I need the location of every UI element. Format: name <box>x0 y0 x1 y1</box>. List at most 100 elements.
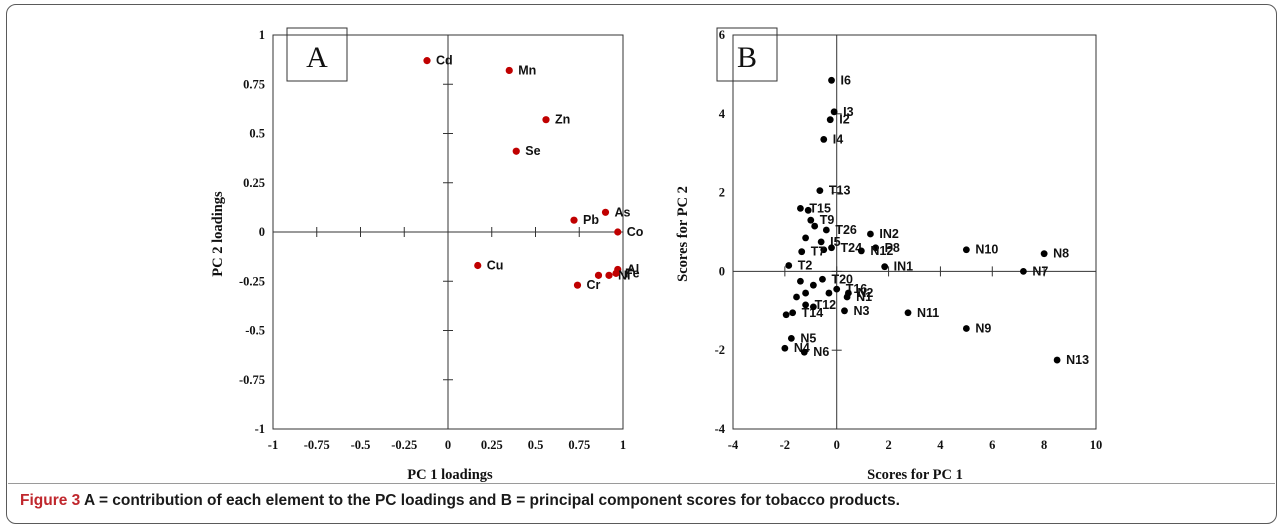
panel-a-y-tick-label: -0.25 <box>239 274 265 288</box>
panel-b-point-label: T2 <box>798 258 813 272</box>
panel-b-x-axis-title: Scores for PC 1 <box>867 467 963 483</box>
panel-b-y-tick-label: 4 <box>719 107 726 121</box>
panel-b-data-point <box>793 294 800 301</box>
panel-b-x-tick-label: 6 <box>989 438 995 452</box>
panel-a-x-tick-label: 0.25 <box>481 438 503 452</box>
panel-b-point-label: N13 <box>1066 353 1089 367</box>
panel-a-data-point <box>474 262 481 269</box>
panel-b-data-point <box>802 235 809 242</box>
panel-b-data-point <box>811 223 818 230</box>
panel-b-y-tick-label: 2 <box>719 186 725 200</box>
panel-b-data-point <box>833 286 840 293</box>
panel-b-point-label: N3 <box>853 304 869 318</box>
panel-b-point-label: N7 <box>1032 264 1048 278</box>
panel-b-data-point <box>828 77 835 84</box>
panel-b-data-point <box>801 349 808 356</box>
panel-b-point-label: I4 <box>833 132 843 146</box>
panel-a-letter: A <box>306 41 328 74</box>
panel-b-background <box>685 30 1268 485</box>
panel-b-point-label: T9 <box>820 213 835 227</box>
figure-charts: A -1 -0.75 -0.5 -0.25 0 0.25 0.5 0.75 1 -1 -0.75 -0… <box>7 5 1276 485</box>
panel-b-point-label: N1 <box>856 290 872 304</box>
panel-b-x-tick-label: 8 <box>1041 438 1047 452</box>
panel-a-point-label: Co <box>627 225 644 239</box>
panel-a-background <box>15 30 674 485</box>
panel-b-point-label: N6 <box>813 345 829 359</box>
panel-a-point-label: Fe <box>625 266 640 280</box>
figure-caption-text: A = contribution of each element to the … <box>80 492 900 509</box>
panel-b-data-point <box>963 246 970 253</box>
panel-b-data-point <box>823 227 830 234</box>
panel-b-point-label: N12 <box>870 244 893 258</box>
panel-a-point-label: Se <box>525 144 540 158</box>
panel-a-data-point <box>513 148 520 155</box>
panel-a-y-tick-label: 0 <box>259 225 265 239</box>
panel-b-y-tick-label: -4 <box>715 422 726 436</box>
panel-a-data-point <box>612 270 619 277</box>
panel-a-data-point <box>574 282 581 289</box>
panel-b-point-label: IN2 <box>879 227 899 241</box>
panel-b-point-label: I6 <box>841 73 851 87</box>
figure-frame: A -1 -0.75 -0.5 -0.25 0 0.25 0.5 0.75 1 -1 -0.75 -0… <box>6 4 1277 524</box>
panel-b-point-label: IN1 <box>894 260 914 274</box>
panel-b-data-point <box>797 205 804 212</box>
panel-a-x-tick-label: -0.75 <box>304 438 330 452</box>
panel-a-data-point <box>542 116 549 123</box>
panel-a-data-point <box>605 272 612 279</box>
panel-b-data-point <box>831 108 838 115</box>
panel-b-data-point <box>783 311 790 318</box>
panel-a-point-label: Zn <box>555 113 570 127</box>
panel-a-data-point <box>423 57 430 64</box>
panel-b-x-tick-label: 2 <box>885 438 891 452</box>
panel-b-data-point <box>844 294 851 301</box>
caption-bar: Figure 3 A = contribution of each elemen… <box>8 483 1275 522</box>
panel-b-data-point <box>789 309 796 316</box>
panel-a-point-label: Cd <box>436 54 453 68</box>
panel-b-point-label: N11 <box>917 306 939 320</box>
panel-a-y-tick-label: -0.5 <box>245 324 265 338</box>
panel-a-x-axis-title: PC 1 loadings <box>407 467 493 483</box>
panel-b-x-tick-label: 4 <box>937 438 944 452</box>
panel-b-point-label: N10 <box>975 243 998 257</box>
panel-b-data-point <box>827 116 834 123</box>
panel-a-point-label: Pb <box>583 213 599 227</box>
panel-b-data-point <box>858 248 865 255</box>
panel-b-data-point <box>802 290 809 297</box>
panel-b-data-point <box>810 282 817 289</box>
panel-b-data-point <box>820 136 827 143</box>
panel-a-y-tick-label: -0.75 <box>239 373 265 387</box>
panel-b-point-label: I2 <box>839 113 849 127</box>
panel-b-data-point <box>828 244 835 251</box>
panel-b-point-label: N8 <box>1053 247 1069 261</box>
panel-b-data-point <box>807 217 814 224</box>
panel-a-point-label: Cr <box>587 278 601 292</box>
panel-a-x-tick-label: -0.5 <box>351 438 371 452</box>
panel-b-data-point <box>1054 357 1061 364</box>
panel-b-x-tick-label: -2 <box>780 438 790 452</box>
panel-b-y-tick-label: -2 <box>715 343 725 357</box>
panel-b-data-point <box>881 263 888 270</box>
panel-b-point-label: T7 <box>811 245 826 259</box>
panel-a-data-point <box>602 209 609 216</box>
panel-a-x-tick-label: -0.25 <box>391 438 417 452</box>
panel-b-letter: B <box>737 41 757 74</box>
panel-b-data-point <box>816 187 823 194</box>
panel-a-y-tick-label: 1 <box>259 28 265 42</box>
panel-b-data-point <box>819 276 826 283</box>
panel-a-x-tick-label: -1 <box>268 438 278 452</box>
panel-b-x-tick-label: 0 <box>834 438 840 452</box>
panel-b-data-point <box>798 248 805 255</box>
panel-a-data-point <box>614 228 621 235</box>
panel-b-x-tick-label: -4 <box>728 438 739 452</box>
panel-b-data-point <box>810 303 817 310</box>
panel-b-data-point <box>1041 250 1048 257</box>
panel-b-y-tick-label: 6 <box>719 28 725 42</box>
panel-b-data-point <box>905 309 912 316</box>
panel-a-x-tick-label: 1 <box>620 438 626 452</box>
panel-a-y-tick-label: 0.5 <box>249 127 265 141</box>
panel-a-data-point <box>570 217 577 224</box>
panel-a-point-label: Cu <box>487 258 504 272</box>
panel-b-data-point <box>963 325 970 332</box>
panel-a-point-label: As <box>615 205 631 219</box>
figure-label: Figure 3 <box>20 492 80 509</box>
